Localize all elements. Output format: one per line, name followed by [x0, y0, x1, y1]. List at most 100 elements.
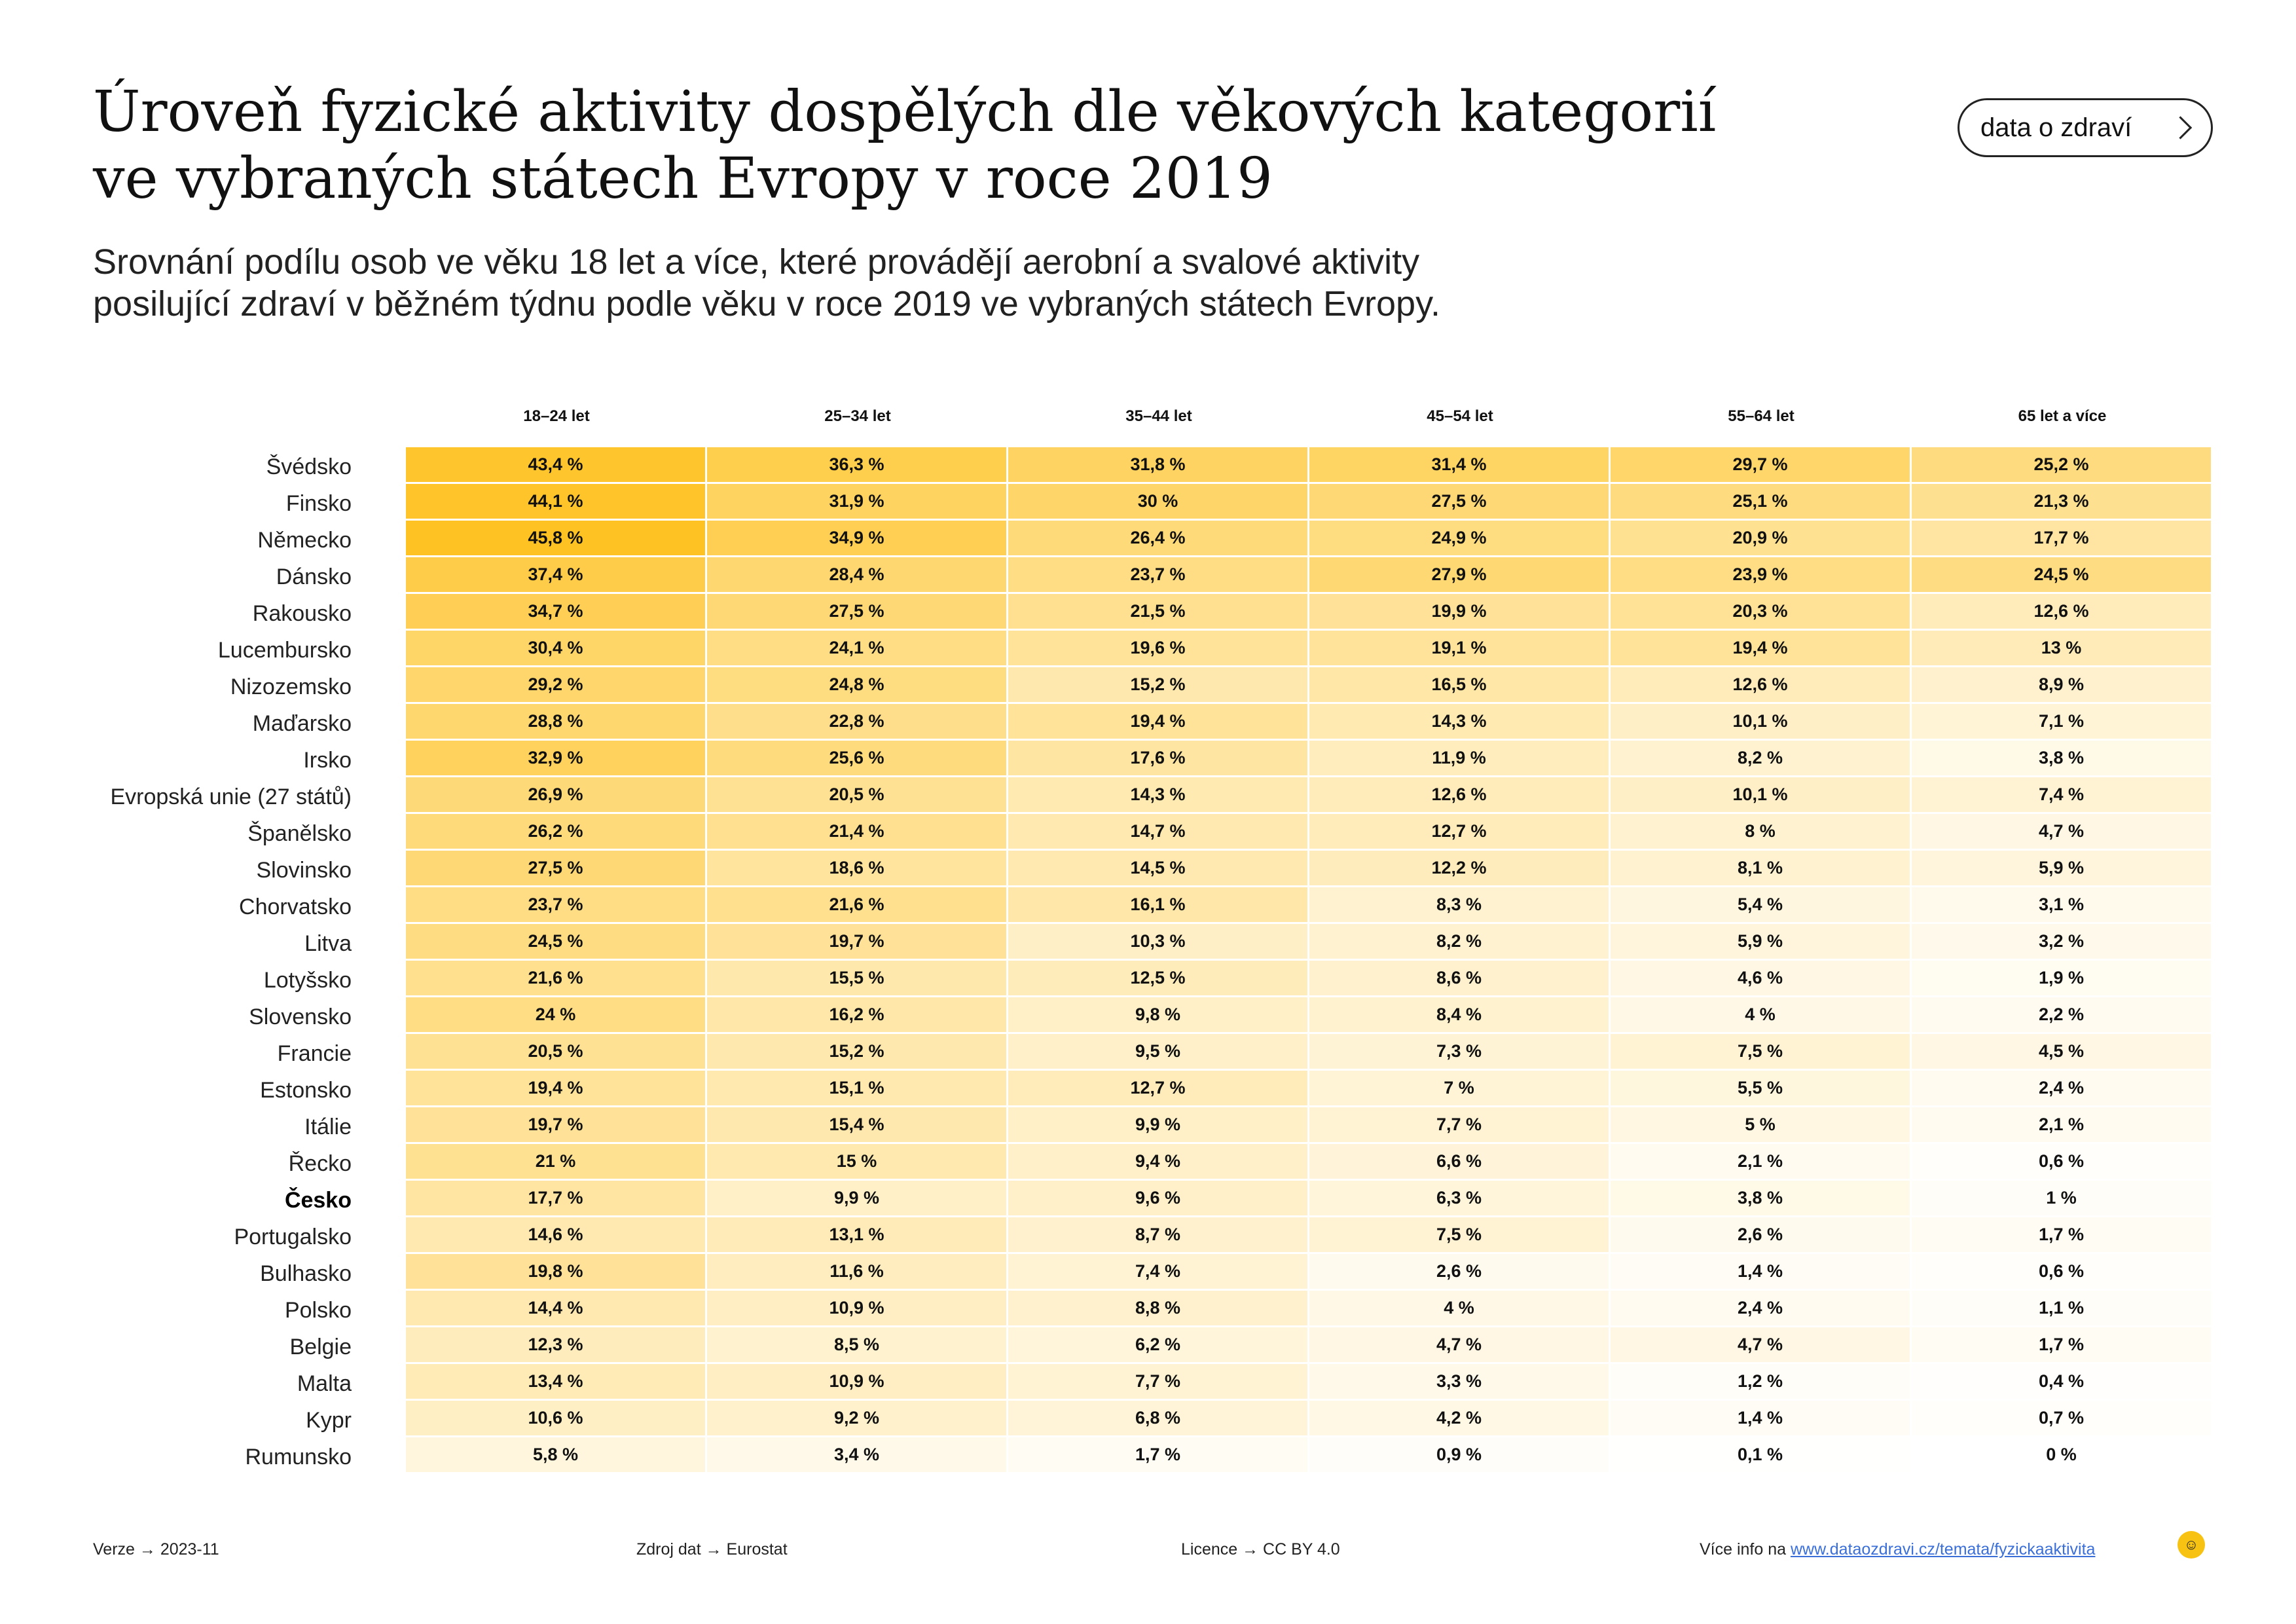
heatmap-cell: 17,6 %: [1008, 741, 1307, 775]
heatmap-cell: 44,1 %: [406, 484, 705, 519]
heatmap-cell: 15,2 %: [707, 1034, 1006, 1069]
heatmap-cell: 21,6 %: [707, 887, 1006, 922]
heatmap-cell: 9,9 %: [1008, 1107, 1307, 1142]
heatmap-cell: 19,7 %: [406, 1107, 705, 1142]
heatmap-cell: 4,7 %: [1912, 814, 2211, 849]
heatmap-cell: 23,9 %: [1611, 557, 1910, 592]
column-header: 35–44 let: [1125, 407, 1192, 425]
heatmap-cell: 30,4 %: [406, 631, 705, 665]
footer-more-link[interactable]: www.dataozdravi.cz/temata/fyzickaaktivit…: [1790, 1540, 2096, 1559]
row-label: Polsko: [284, 1298, 352, 1323]
heatmap-cell: 5,9 %: [1611, 924, 1910, 959]
heatmap-cell: 16,1 %: [1008, 887, 1307, 922]
heatmap-cell: 0,6 %: [1912, 1254, 2211, 1289]
row-label: Lotyšsko: [263, 968, 352, 993]
heatmap-cell: 7,4 %: [1008, 1254, 1307, 1289]
heatmap-cell: 12,6 %: [1912, 594, 2211, 629]
heatmap-cell: 32,9 %: [406, 741, 705, 775]
data-o-zdravi-button[interactable]: data o zdraví: [1958, 98, 2213, 157]
heatmap-cell: 20,9 %: [1611, 521, 1910, 555]
row-label: Francie: [277, 1041, 352, 1066]
heatmap-cell: 29,7 %: [1611, 447, 1910, 482]
row-label: Itálie: [304, 1115, 352, 1139]
heatmap-cell: 24 %: [406, 997, 705, 1032]
heatmap-cell: 18,6 %: [707, 851, 1006, 885]
row-label: Bulhasko: [260, 1261, 352, 1286]
heatmap-cell: 15,5 %: [707, 961, 1006, 995]
heatmap-cell: 0,7 %: [1912, 1401, 2211, 1435]
heatmap-cell: 26,2 %: [406, 814, 705, 849]
row-label: Řecko: [288, 1151, 352, 1176]
heatmap-cell: 8,6 %: [1309, 961, 1609, 995]
row-label: Litva: [304, 931, 352, 956]
heatmap-cell: 13,1 %: [707, 1217, 1006, 1252]
heatmap-cell: 11,9 %: [1309, 741, 1609, 775]
heatmap-cell: 34,7 %: [406, 594, 705, 629]
heatmap-cell: 24,5 %: [1912, 557, 2211, 592]
heatmap-cell: 2,4 %: [1611, 1291, 1910, 1325]
heatmap-cell: 19,6 %: [1008, 631, 1307, 665]
heatmap-cell: 6,8 %: [1008, 1401, 1307, 1435]
page-title: Úroveň fyzické aktivity dospělých dle vě…: [93, 79, 1716, 212]
heatmap-cell: 8,1 %: [1611, 851, 1910, 885]
heatmap-cell: 20,5 %: [707, 777, 1006, 812]
heatmap-cell: 2,1 %: [1912, 1107, 2211, 1142]
heatmap-cell: 21 %: [406, 1144, 705, 1179]
heatmap-cell: 6,3 %: [1309, 1181, 1609, 1215]
heatmap-cell: 19,9 %: [1309, 594, 1609, 629]
heatmap-cell: 26,4 %: [1008, 521, 1307, 555]
heatmap-cell: 13 %: [1912, 631, 2211, 665]
heatmap-cell: 0,9 %: [1309, 1437, 1609, 1472]
heatmap-cell: 10,3 %: [1008, 924, 1307, 959]
column-header: 65 let a více: [2018, 407, 2107, 425]
row-label: Maďarsko: [252, 711, 352, 736]
heatmap-cell: 7 %: [1309, 1071, 1609, 1105]
heatmap-cell: 12,3 %: [406, 1327, 705, 1362]
heatmap-cell: 43,4 %: [406, 447, 705, 482]
heatmap-cell: 1,4 %: [1611, 1254, 1910, 1289]
heatmap-cell: 8,2 %: [1309, 924, 1609, 959]
row-label: Malta: [297, 1371, 352, 1396]
heatmap-cell: 8,8 %: [1008, 1291, 1307, 1325]
row-label: Německo: [257, 528, 352, 553]
heatmap-cell: 36,3 %: [707, 447, 1006, 482]
heatmap-cell: 28,8 %: [406, 704, 705, 739]
heatmap-cell: 10,9 %: [707, 1364, 1006, 1399]
column-header: 18–24 let: [523, 407, 590, 425]
heatmap-cell: 15,4 %: [707, 1107, 1006, 1142]
heatmap-cell: 0 %: [1912, 1437, 2211, 1472]
heatmap-cell: 1,9 %: [1912, 961, 2211, 995]
page-subtitle: Srovnání podílu osob ve věku 18 let a ví…: [93, 241, 1730, 325]
heatmap-cell: 7,5 %: [1611, 1034, 1910, 1069]
heatmap-cell: 4,6 %: [1611, 961, 1910, 995]
heatmap-cell: 14,4 %: [406, 1291, 705, 1325]
heatmap-cell: 29,2 %: [406, 667, 705, 702]
heatmap-cell: 37,4 %: [406, 557, 705, 592]
heatmap-cell: 9,4 %: [1008, 1144, 1307, 1179]
heatmap-cell: 23,7 %: [406, 887, 705, 922]
heatmap-cell: 6,6 %: [1309, 1144, 1609, 1179]
heatmap-cell: 14,5 %: [1008, 851, 1307, 885]
heatmap-cell: 8,3 %: [1309, 887, 1609, 922]
heatmap-cell: 9,6 %: [1008, 1181, 1307, 1215]
heatmap-cell: 27,9 %: [1309, 557, 1609, 592]
heatmap-cell: 8,5 %: [707, 1327, 1006, 1362]
heatmap-cell: 5,5 %: [1611, 1071, 1910, 1105]
heatmap-cell: 26,9 %: [406, 777, 705, 812]
heatmap-cell: 34,9 %: [707, 521, 1006, 555]
footer-license: Licence → CC BY 4.0: [1181, 1540, 1340, 1559]
heatmap-cell: 1,4 %: [1611, 1401, 1910, 1435]
chevron-right-icon: [2168, 116, 2193, 139]
heatmap-cell: 4 %: [1309, 1291, 1609, 1325]
subtitle-line-1: Srovnání podílu osob ve věku 18 let a ví…: [93, 242, 1420, 282]
row-label: Rakousko: [252, 601, 352, 626]
heatmap-cell: 12,6 %: [1309, 777, 1609, 812]
heatmap-cell: 0,4 %: [1912, 1364, 2211, 1399]
heatmap-cell: 2,6 %: [1309, 1254, 1609, 1289]
heatmap-cell: 3,2 %: [1912, 924, 2211, 959]
heatmap-cell: 24,8 %: [707, 667, 1006, 702]
row-label: Slovensko: [249, 1005, 352, 1029]
heatmap-cell: 24,1 %: [707, 631, 1006, 665]
heatmap-cell: 31,4 %: [1309, 447, 1609, 482]
heatmap-cell: 19,4 %: [406, 1071, 705, 1105]
